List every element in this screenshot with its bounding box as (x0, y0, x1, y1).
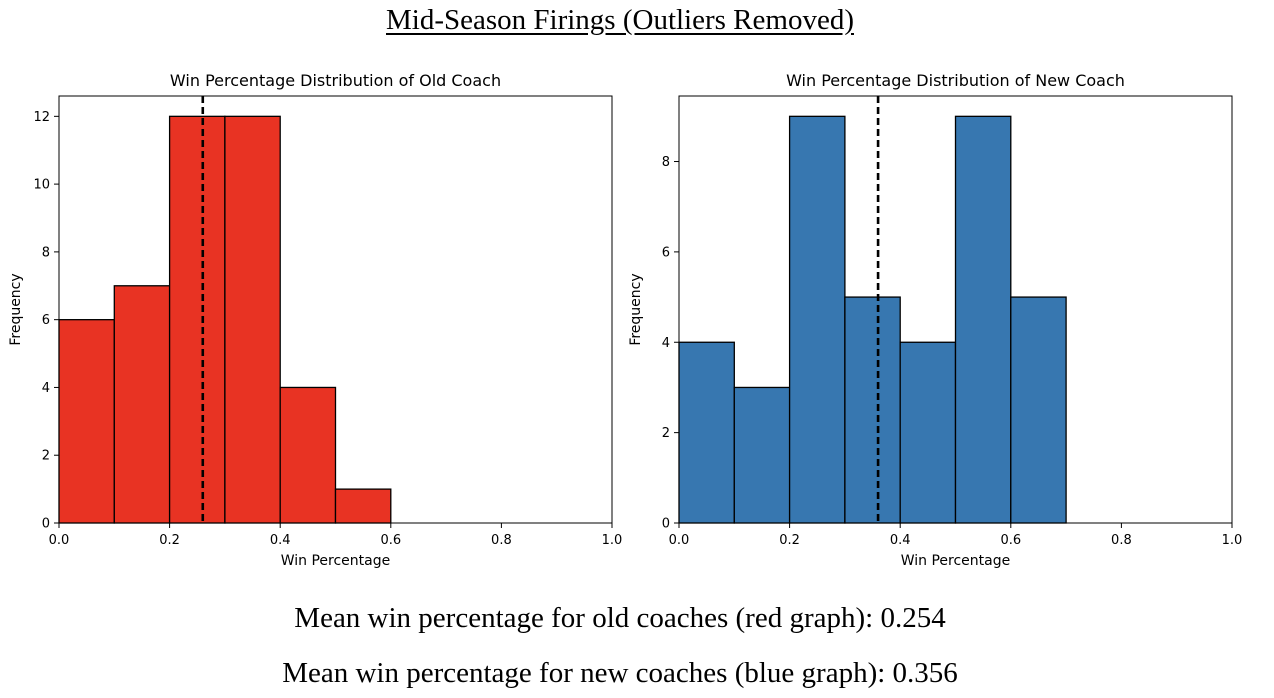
y-tick-label: 0 (662, 517, 670, 532)
x-tick-label: 0.6 (380, 533, 401, 548)
x-tick-label: 0.4 (270, 533, 291, 548)
y-tick-label: 6 (662, 245, 670, 260)
histogram-bar (844, 296, 901, 524)
histogram-bar (1010, 296, 1067, 524)
x-tick-label: 1.0 (602, 533, 623, 548)
y-tick-label: 0 (42, 517, 50, 532)
new-coach-mean-caption: Mean win percentage for new coaches (blu… (282, 657, 958, 689)
x-tick-label: 0.2 (779, 533, 800, 548)
y-tick-label: 4 (42, 381, 50, 396)
histogram-bar (678, 341, 735, 524)
x-tick-label: 0.0 (49, 533, 70, 548)
x-tick-label: 1.0 (1222, 533, 1243, 548)
histogram-bar (113, 285, 171, 524)
plot-frame (58, 95, 613, 524)
page-title: Mid-Season Firings (Outliers Removed) (386, 4, 854, 36)
histogram-bar (58, 319, 115, 524)
y-tick-label: 10 (33, 178, 50, 193)
x-tick-label: 0.2 (159, 533, 180, 548)
plot-frame (678, 95, 1233, 524)
y-tick-label: 4 (662, 336, 670, 351)
x-tick-label: 0.4 (890, 533, 911, 548)
histogram-bar (334, 488, 392, 524)
x-tick-label: 0.8 (491, 533, 512, 548)
x-axis-label: Win Percentage (281, 553, 391, 569)
charts-figure: 0.0 0.2 0.4 0.6 0.8 1.0 0 2 4 6 8 10 12 Win Percentag… (8, 71, 1242, 569)
y-tick-label: 8 (42, 245, 50, 260)
new-coach-histogram: 0.0 0.2 0.4 0.6 0.8 1.0 0 2 4 6 8 Win Percentage Di… (628, 71, 1242, 569)
histogram-bar (224, 115, 281, 524)
x-tick-label: 0.0 (669, 533, 690, 548)
x-tick-label: 0.8 (1111, 533, 1132, 548)
y-tick-label: 2 (42, 449, 50, 464)
y-tick-label: 12 (33, 110, 50, 125)
histogram-bar (733, 386, 791, 524)
histogram-bar (279, 386, 337, 524)
x-tick-label: 0.6 (1000, 533, 1021, 548)
y-tick-label: 2 (662, 426, 670, 441)
y-axis-label: Frequency (628, 273, 644, 345)
y-tick-label: 6 (42, 313, 50, 328)
y-axis-label: Frequency (8, 273, 24, 345)
old-coach-mean-caption: Mean win percentage for old coaches (red… (294, 602, 946, 634)
histogram-bar (788, 115, 846, 524)
old-coach-histogram: 0.0 0.2 0.4 0.6 0.8 1.0 0 2 4 6 8 10 12 Win Percentag… (8, 71, 622, 569)
histogram-bar (899, 341, 957, 524)
chart-title: Win Percentage Distribution of New Coach (786, 71, 1125, 90)
histogram-bar (168, 115, 226, 524)
chart-title: Win Percentage Distribution of Old Coach (170, 71, 501, 90)
histogram-bar (954, 115, 1012, 524)
x-axis-label: Win Percentage (901, 553, 1011, 569)
y-tick-label: 8 (662, 155, 670, 170)
